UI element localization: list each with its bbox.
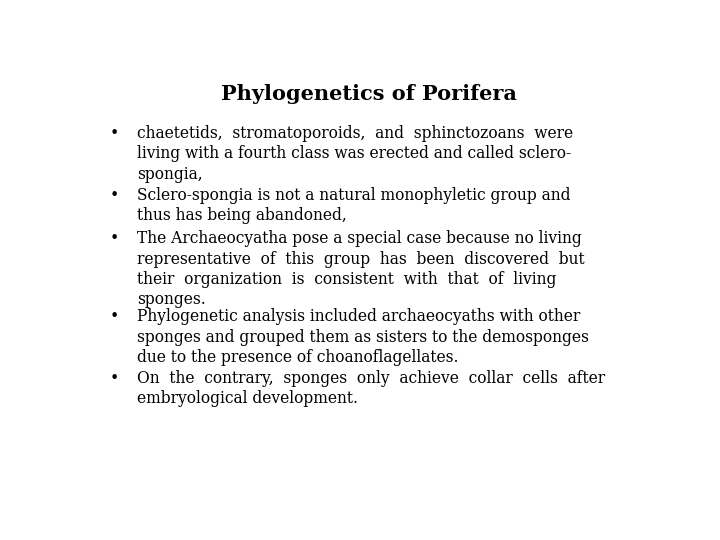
Text: •: •: [109, 187, 119, 204]
Text: •: •: [109, 230, 119, 247]
Text: Phylogenetics of Porifera: Phylogenetics of Porifera: [221, 84, 517, 104]
Text: On  the  contrary,  sponges  only  achieve  collar  cells  after
embryological d: On the contrary, sponges only achieve co…: [138, 370, 606, 407]
Text: •: •: [109, 125, 119, 142]
Text: •: •: [109, 370, 119, 387]
Text: chaetetids,  stromatoporoids,  and  sphinctozoans  were
living with a fourth cla: chaetetids, stromatoporoids, and sphinct…: [138, 125, 574, 183]
Text: •: •: [109, 308, 119, 326]
Text: The Archaeocyatha pose a special case because no living
representative  of  this: The Archaeocyatha pose a special case be…: [138, 230, 585, 308]
Text: Phylogenetic analysis included archaeocyaths with other
sponges and grouped them: Phylogenetic analysis included archaeocy…: [138, 308, 589, 366]
Text: Sclero-spongia is not a natural monophyletic group and
thus has being abandoned,: Sclero-spongia is not a natural monophyl…: [138, 187, 571, 224]
